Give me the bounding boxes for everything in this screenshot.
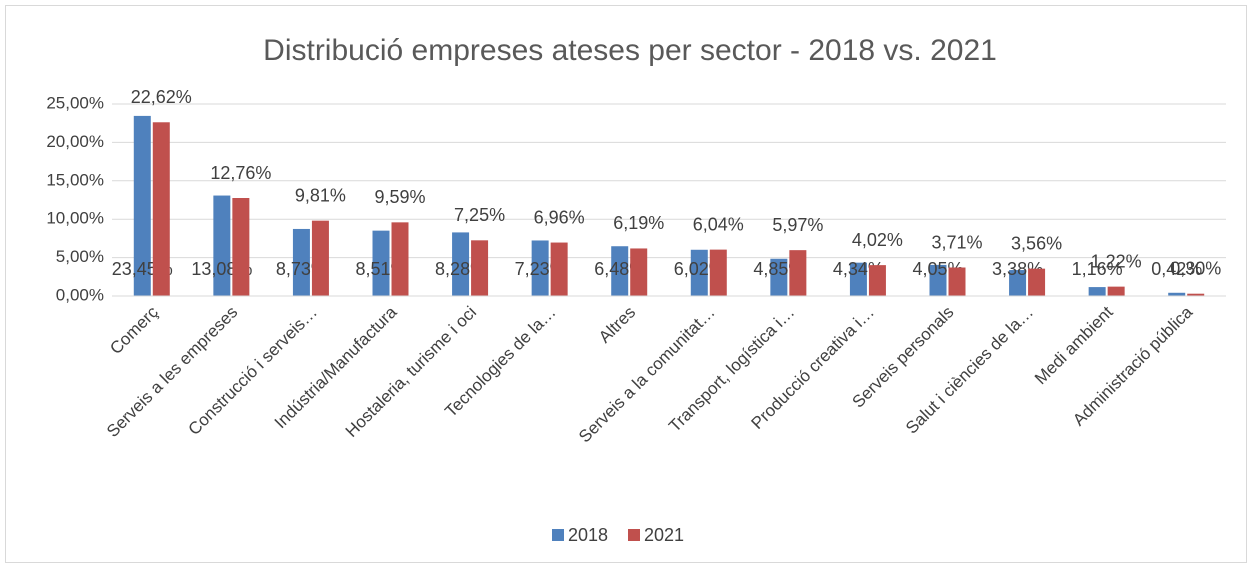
bar [372,230,390,296]
data-label: 9,59% [374,187,425,207]
data-label: 4,02% [852,230,903,250]
data-label: 7,25% [454,205,505,225]
bar [1107,286,1125,296]
bar [292,228,310,296]
data-label: 0,30% [1170,258,1221,278]
bar [232,198,250,296]
bar [1168,292,1186,296]
y-tick-label: 5,00% [56,247,104,266]
bar [709,249,727,296]
data-label: 12,76% [210,163,271,183]
bar [770,258,788,296]
y-tick-label: 25,00% [46,93,104,112]
bar [213,195,231,296]
y-tick-label: 20,00% [46,132,104,151]
bar [868,265,886,296]
bar [1009,270,1027,296]
bar [391,222,409,296]
bar [1088,287,1106,296]
bar [948,267,966,296]
bar [849,262,867,296]
bar [1028,268,1046,296]
data-label: 1,22% [1091,251,1142,271]
data-label: 3,71% [931,232,982,252]
bar [452,232,470,296]
bar [1187,293,1205,296]
chart-title: Distribució empreses ateses per sector -… [263,34,997,67]
data-label: 6,04% [693,214,744,234]
bar [471,240,489,296]
legend-swatch [628,529,640,541]
legend-swatch [552,529,564,541]
data-label: 5,97% [772,215,823,235]
bar [630,248,648,296]
legend-label: 2021 [644,525,684,545]
bar [531,240,549,296]
legend-label: 2018 [568,525,608,545]
bar [611,246,629,296]
bar [133,115,151,297]
data-label: 22,62% [131,87,192,107]
data-label: 6,19% [613,213,664,233]
bar [311,220,329,296]
y-tick-label: 0,00% [56,285,104,304]
data-label: 1,16% [1072,259,1123,279]
data-label: 0,42% [1151,259,1202,279]
y-tick-label: 15,00% [46,170,104,189]
bar [929,264,947,296]
data-label: 3,56% [1011,233,1062,253]
bar [690,249,708,296]
y-tick-label: 10,00% [46,209,104,228]
bar [152,122,170,296]
bar [789,250,807,296]
data-label: 9,81% [295,185,346,205]
bar [550,242,568,296]
data-label: 6,96% [534,207,585,227]
